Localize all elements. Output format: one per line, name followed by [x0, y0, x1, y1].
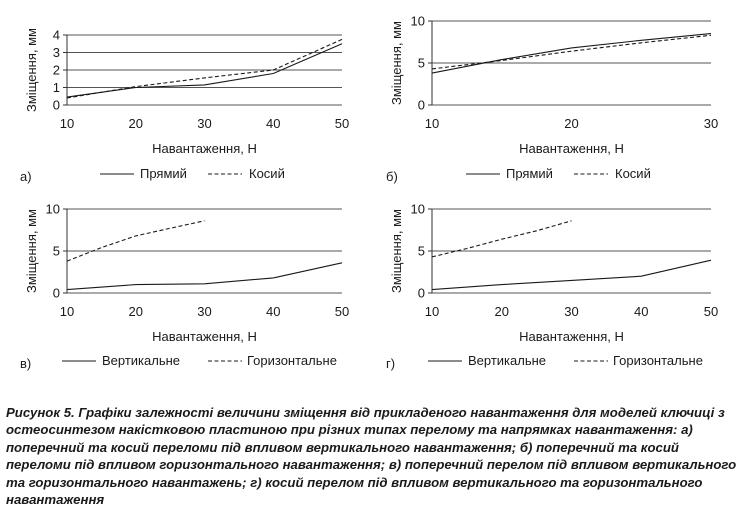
x-axis-title: Навантаження, Н — [152, 329, 257, 344]
legend-label: Косий — [615, 166, 651, 181]
figure-caption: Рисунок 5. Графіки залежності величини з… — [6, 404, 744, 508]
y-axis-title: Зміщення, мм — [24, 209, 39, 293]
y-tick-label: 0 — [418, 98, 425, 113]
legend-label: Вертикальне — [102, 353, 180, 368]
panel-label: в) — [20, 356, 31, 371]
chart-panel-1: 0 1 2 3 4 10 20 30 40 50 Навантаження, Н Зміщення, … — [20, 28, 349, 185]
y-tick-label: 1 — [53, 80, 60, 95]
y-tick-label: 10 — [46, 202, 60, 217]
y-tick-label: 4 — [53, 28, 60, 43]
y-tick-label: 5 — [418, 56, 425, 71]
x-axis-title: Навантаження, Н — [152, 141, 257, 156]
x-tick-label: 20 — [564, 116, 578, 131]
x-tick-label: 50 — [704, 304, 718, 319]
series-line-solid — [66, 262, 343, 291]
y-tick-label: 0 — [418, 286, 425, 301]
x-tick-label: 40 — [266, 116, 280, 131]
x-tick-label: 10 — [60, 304, 74, 319]
x-tick-label: 10 — [425, 304, 439, 319]
x-axis-title: Навантаження, Н — [519, 141, 624, 156]
x-tick-label: 50 — [335, 304, 349, 319]
y-tick-label: 10 — [411, 14, 425, 29]
y-tick-label: 5 — [53, 244, 60, 259]
x-tick-label: 40 — [266, 304, 280, 319]
x-tick-label: 30 — [197, 304, 211, 319]
caption-lead: Рисунок 5. — [6, 405, 75, 420]
series-line-dashed — [431, 220, 572, 258]
legend-label: Прямий — [506, 166, 553, 181]
panel-label: а) — [20, 169, 32, 184]
y-tick-label: 3 — [53, 45, 60, 60]
y-tick-label: 2 — [53, 63, 60, 78]
series-line-dashed — [431, 34, 712, 70]
chart-panel-4: 0 5 10 10 20 30 40 50 Навантаження, Н Зміщення, м… — [386, 202, 718, 372]
legend-label: Горизонтальне — [247, 353, 337, 368]
panel-label: г) — [386, 356, 395, 371]
y-axis-title: Зміщення, мм — [389, 209, 404, 293]
caption-text: Графіки залежності величини зміщення від… — [6, 405, 737, 508]
legend-label: Вертикальне — [468, 353, 546, 368]
y-tick-label: 10 — [411, 202, 425, 217]
legend-label: Косий — [249, 166, 285, 181]
legend-label: Горизонтальне — [613, 353, 703, 368]
series-line-dashed — [66, 38, 343, 99]
y-tick-label: 5 — [418, 244, 425, 259]
x-tick-label: 30 — [564, 304, 578, 319]
panel-label: б) — [386, 169, 398, 184]
chart-panel-3: 0 5 10 10 20 30 40 50 Навантаження, Н Зміщення, м… — [20, 202, 349, 372]
x-tick-label: 10 — [425, 116, 439, 131]
y-axis-title: Зміщення, мм — [389, 21, 404, 105]
x-tick-label: 30 — [197, 116, 211, 131]
series-line-dashed — [66, 220, 205, 262]
y-tick-label: 0 — [53, 286, 60, 301]
chart-panel-2: 0 5 10 10 20 30 Навантаження, Н Зміщення, мм б) П… — [386, 14, 718, 185]
x-axis-title: Навантаження, Н — [519, 329, 624, 344]
series-line-solid — [431, 33, 712, 74]
x-tick-label: 10 — [60, 116, 74, 131]
series-line-solid — [431, 259, 712, 291]
x-tick-label: 20 — [129, 116, 143, 131]
y-axis-title: Зміщення, мм — [24, 28, 39, 112]
x-tick-label: 50 — [335, 116, 349, 131]
x-tick-label: 40 — [634, 304, 648, 319]
y-tick-label: 0 — [53, 98, 60, 113]
x-tick-label: 30 — [704, 116, 718, 131]
legend-label: Прямий — [140, 166, 187, 181]
x-tick-label: 20 — [495, 304, 509, 319]
x-tick-label: 20 — [129, 304, 143, 319]
